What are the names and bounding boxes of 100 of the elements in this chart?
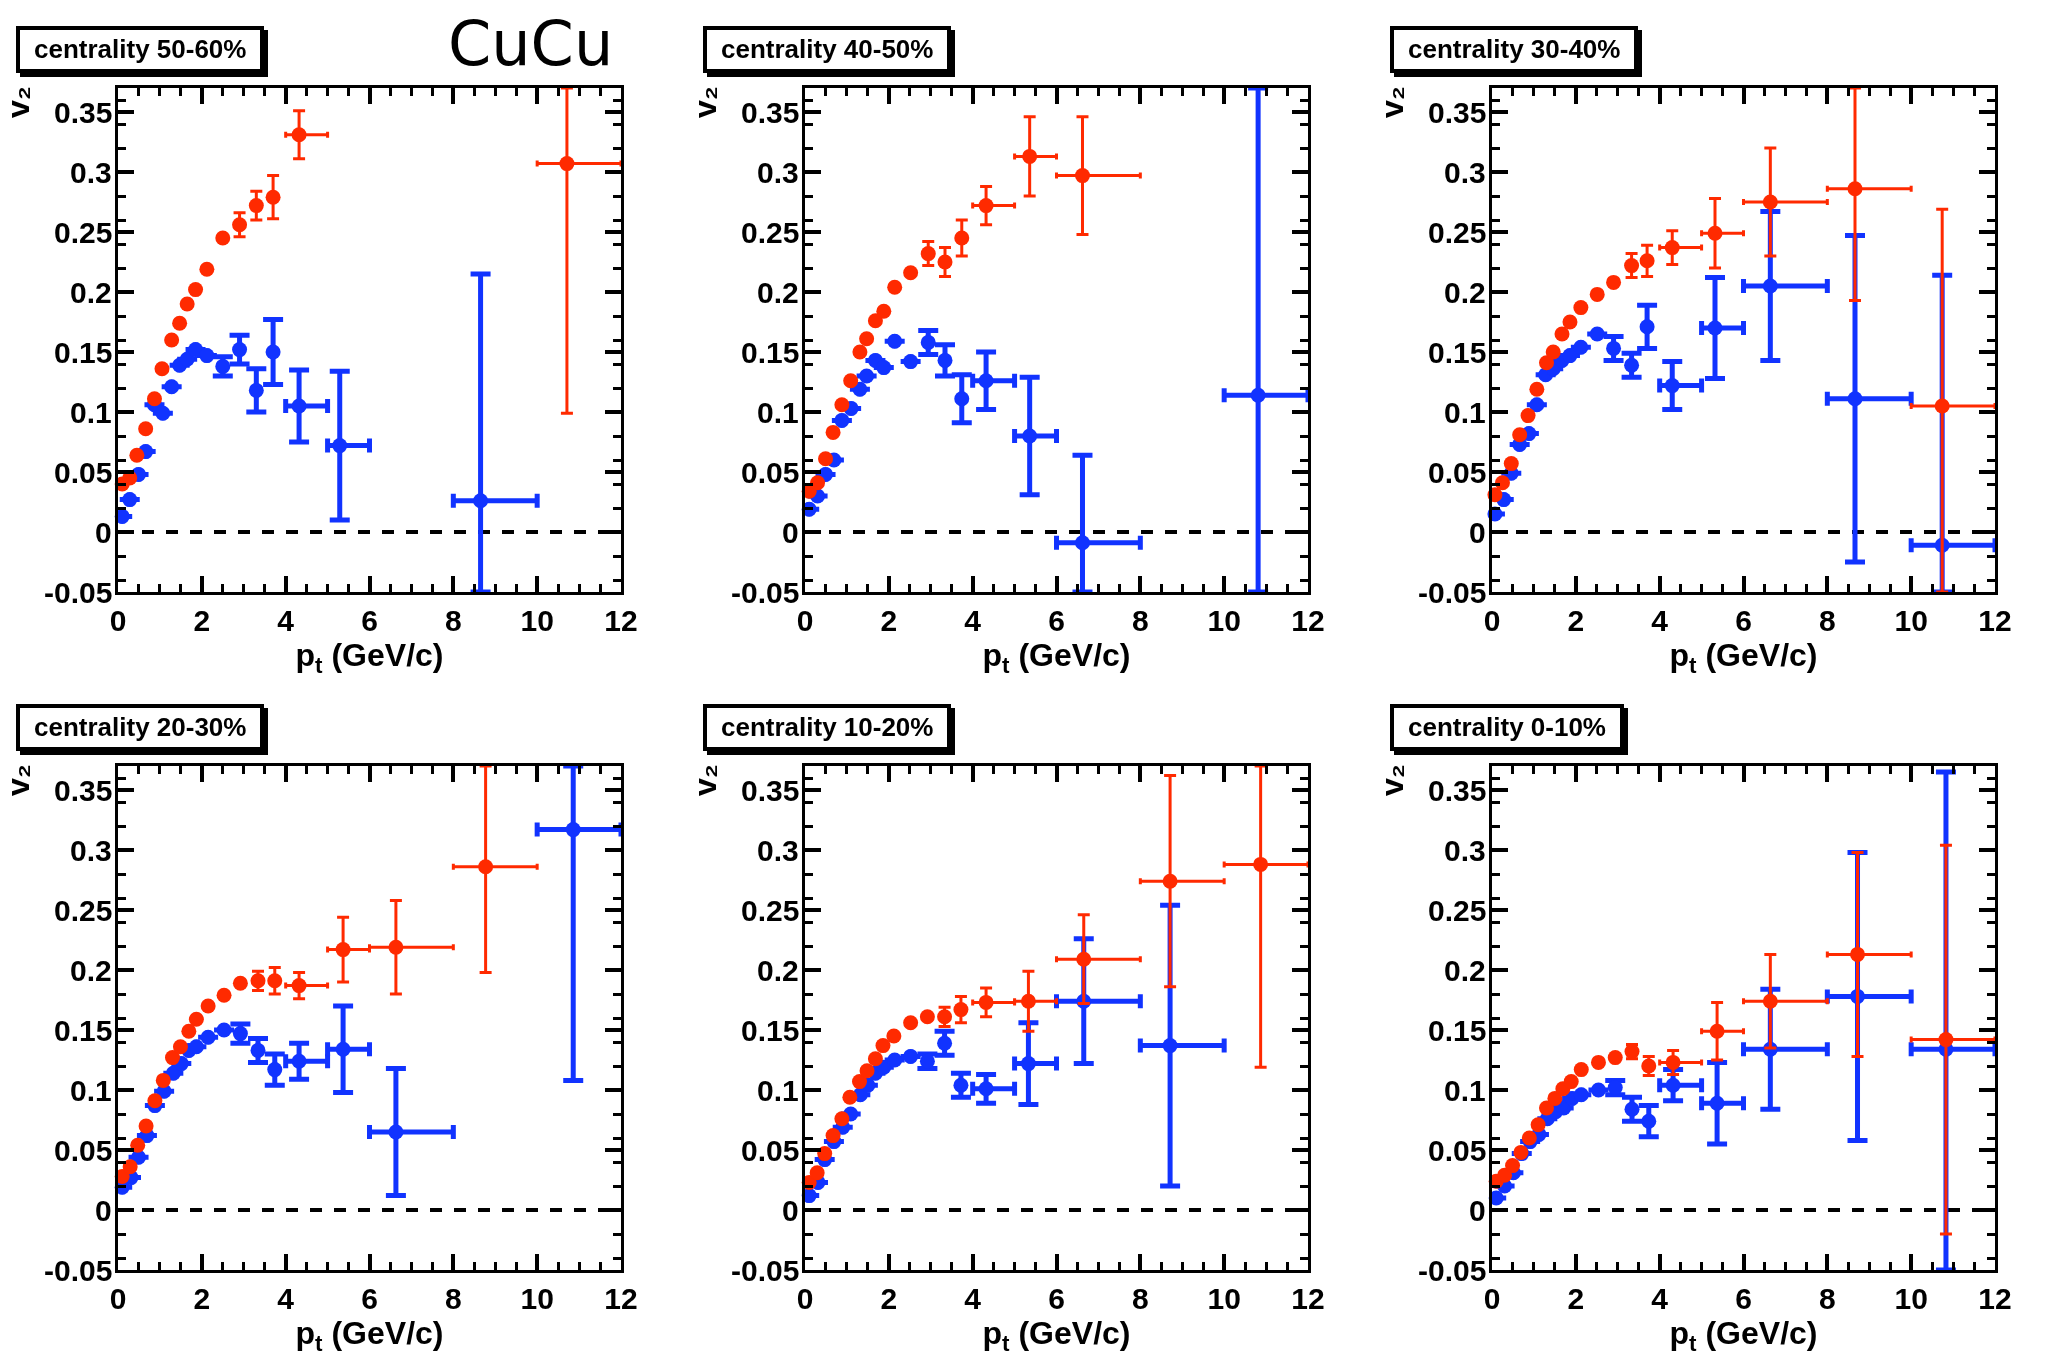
x-tick-label: 2 [1567,1282,1585,1315]
x-tick-label: 6 [361,1282,378,1315]
x-tick-label: 12 [1978,1282,2012,1315]
y-tick-label: 0.15 [1428,336,1487,369]
x-tick-label: 8 [1131,604,1149,637]
x-axis-title: p$_{t}$ (GeV/c) [982,637,1131,678]
y-tick-label: 0.1 [1444,396,1486,429]
x-tick-label: 12 [604,604,638,637]
y-tick-label: -0.05 [731,576,800,609]
y-tick-label: 0.3 [1444,834,1486,867]
x-tick-label: 2 [880,604,898,637]
y-tick-label: 0 [782,1194,799,1227]
y-tick-label: 0.1 [757,1074,799,1107]
y-tick-label: 0.35 [1428,96,1487,129]
y-tick-label: 0 [95,516,112,549]
x-tick-label: 12 [1291,604,1325,637]
x-tick-label: 8 [1818,1282,1836,1315]
y-tick-label: 0 [1469,1194,1486,1227]
y-tick-label: 0.05 [1428,1134,1487,1167]
y-tick-label: 0.2 [70,954,112,987]
x-tick-label: 4 [1651,604,1669,637]
y-tick-label: 0.15 [741,1014,800,1047]
y-tick-label: 0.25 [54,894,113,927]
y-tick-label: -0.05 [44,576,113,609]
x-tick-label: 10 [1894,604,1928,637]
y-tick-label: -0.05 [731,1254,800,1287]
x-tick-label: 12 [1978,604,2012,637]
y-tick-label: 0.3 [757,834,799,867]
x-tick-label: 4 [964,604,982,637]
x-tick-label: 6 [1048,1282,1065,1315]
x-tick-label: 10 [1894,1282,1928,1315]
y-tick-label: 0.2 [1444,276,1486,309]
y-tick-label: 0.2 [757,276,799,309]
x-tick-label: 10 [1207,1282,1241,1315]
x-tick-label: 2 [1567,604,1585,637]
x-tick-label: 4 [277,604,295,637]
y-axis-title: v₂ [1374,85,1410,118]
x-tick-label: 10 [520,604,554,637]
x-tick-label: 10 [520,1282,554,1315]
x-tick-label: 4 [277,1282,295,1315]
chart-title: centrality 10-20% [703,704,952,751]
y-tick-label: 0 [1469,516,1486,549]
y-tick-label: 0.05 [741,1134,800,1167]
x-axis-title: p$_{t}$ (GeV/c) [1669,637,1818,678]
y-tick-label: 0.15 [741,336,800,369]
x-axis-title: p$_{t}$ (GeV/c) [295,637,444,678]
y-tick-label: 0.15 [54,336,113,369]
y-tick-label: 0.35 [1428,774,1487,807]
y-axis-title: v₂ [0,85,36,118]
chart-title: centrality 20-30% [16,704,265,751]
y-tick-label: 0 [95,1194,112,1227]
y-tick-label: 0.1 [757,396,799,429]
x-tick-label: 6 [361,604,378,637]
x-tick-label: 8 [1818,604,1836,637]
y-tick-label: 0.3 [70,834,112,867]
y-tick-label: 0.05 [54,456,113,489]
y-axis-title: v₂ [0,763,36,796]
y-tick-label: 0.05 [54,1134,113,1167]
y-tick-label: 0.3 [70,156,112,189]
y-tick-label: 0.3 [757,156,799,189]
y-tick-label: 0.2 [757,954,799,987]
x-tick-label: 4 [964,1282,982,1315]
chart-title: centrality 50-60% [16,26,265,73]
x-tick-label: 2 [193,1282,211,1315]
y-tick-label: 0.1 [1444,1074,1486,1107]
x-tick-label: 6 [1735,1282,1752,1315]
x-tick-label: 12 [604,1282,638,1315]
x-tick-label: 4 [1651,1282,1669,1315]
chart-title: centrality 30-40% [1390,26,1639,73]
text: CuCu [448,7,614,80]
x-tick-label: 6 [1048,604,1065,637]
y-tick-label: 0.2 [1444,954,1486,987]
x-axis-title: p$_{t}$ (GeV/c) [1669,1315,1818,1356]
y-tick-label: 0.25 [1428,894,1487,927]
y-tick-label: 0.05 [741,456,800,489]
y-tick-label: 0.3 [1444,156,1486,189]
y-tick-label: 0.35 [54,96,113,129]
y-tick-label: 0.35 [741,96,800,129]
y-tick-label: 0.25 [54,216,113,249]
x-tick-label: 2 [880,1282,898,1315]
y-tick-label: 0.2 [70,276,112,309]
y-tick-label: 0 [782,516,799,549]
x-tick-label: 6 [1735,604,1752,637]
y-tick-label: 0.35 [54,774,113,807]
y-tick-label: 0.25 [741,894,800,927]
y-tick-label: 0.35 [741,774,800,807]
chart-title: centrality 40-50% [703,26,952,73]
y-tick-label: 0.05 [1428,456,1487,489]
x-tick-label: 8 [1131,1282,1149,1315]
chart-title: centrality 0-10% [1390,704,1624,751]
y-tick-label: 0.1 [70,1074,112,1107]
y-tick-label: -0.05 [1418,576,1487,609]
y-tick-label: 0.1 [70,396,112,429]
y-tick-label: 0.15 [1428,1014,1487,1047]
y-tick-label: 0.25 [741,216,800,249]
x-tick-label: 8 [444,604,462,637]
x-axis-title: p$_{t}$ (GeV/c) [982,1315,1131,1356]
y-tick-label: 0.15 [54,1014,113,1047]
y-axis-title: v₂ [687,763,723,796]
y-tick-label: -0.05 [1418,1254,1487,1287]
